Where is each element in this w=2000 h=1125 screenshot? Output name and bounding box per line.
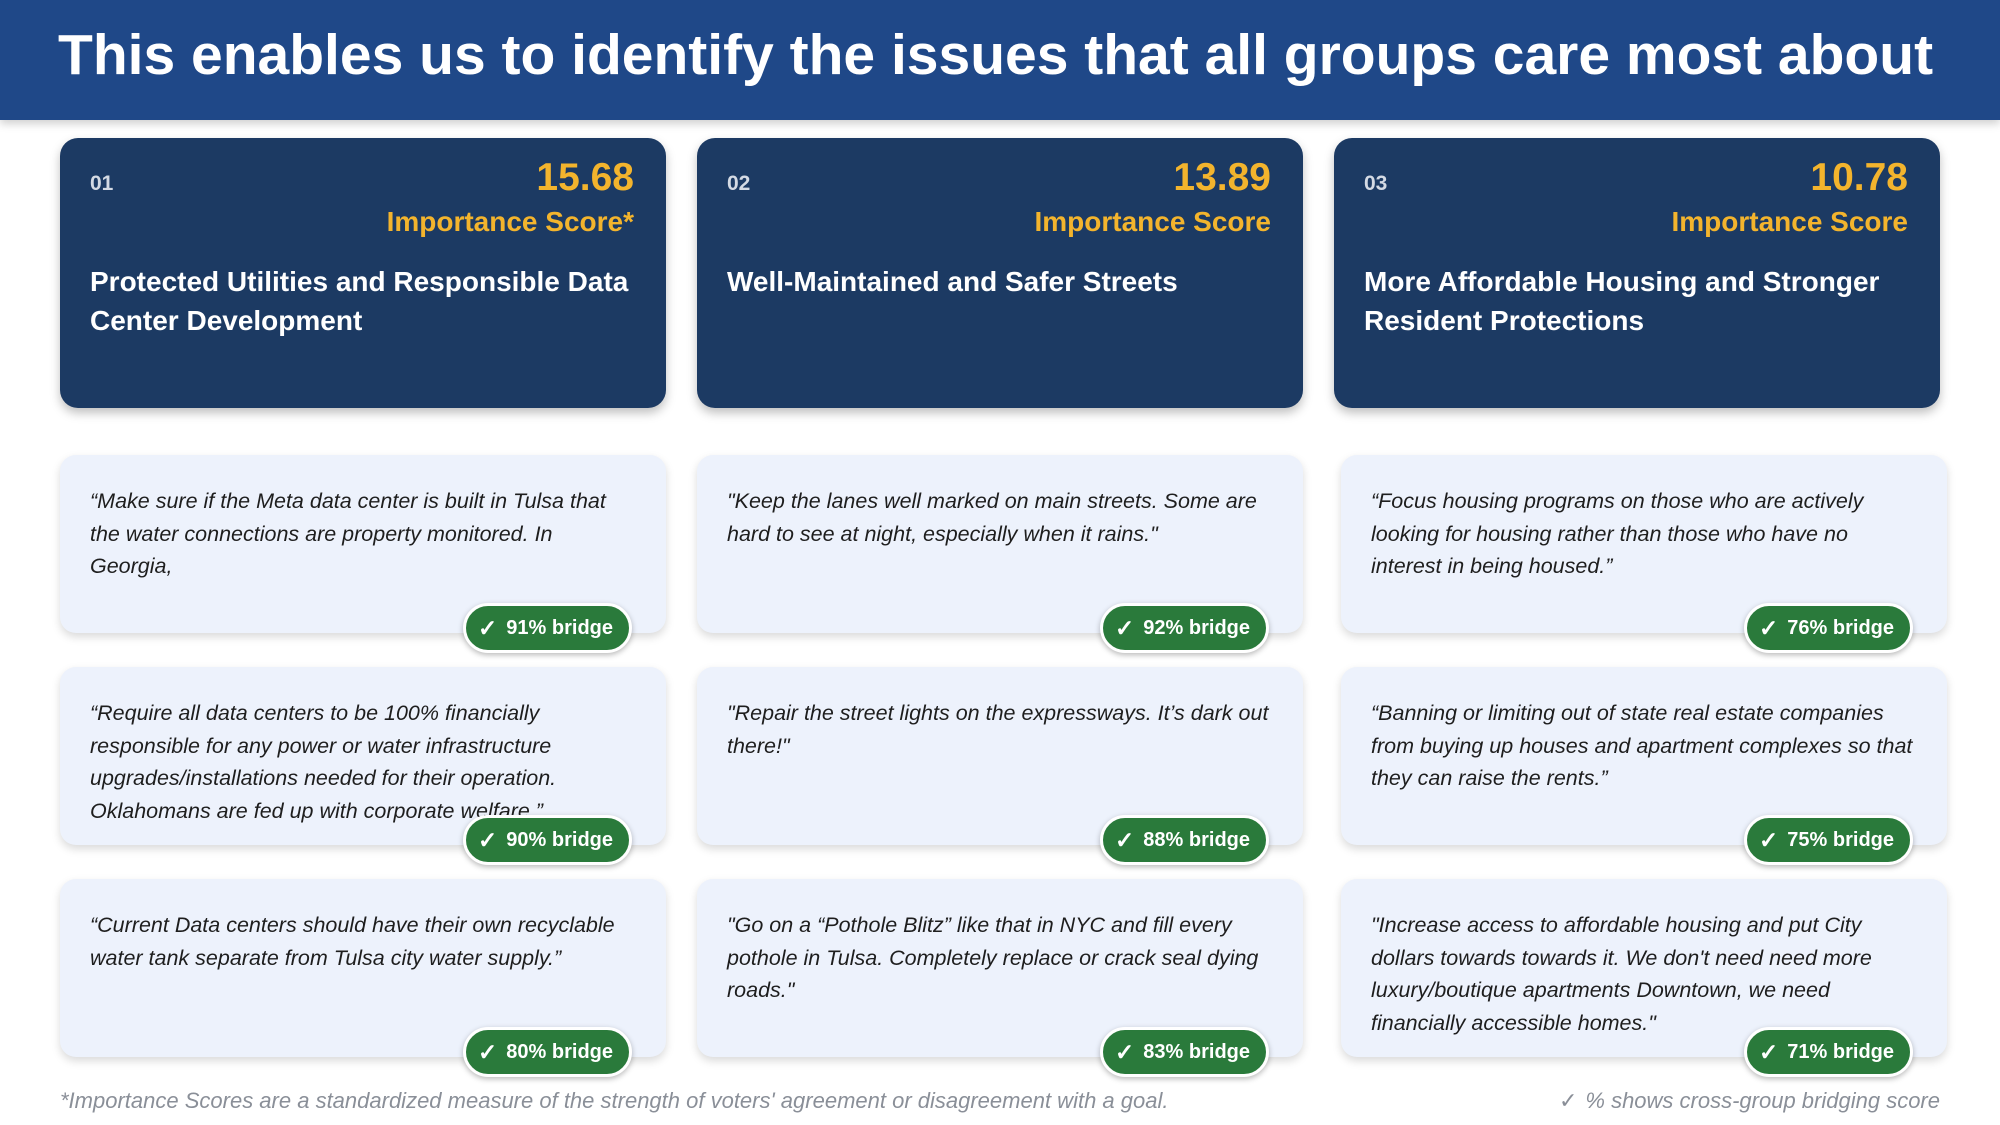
quote-text: “Require all data centers to be 100% fin… — [90, 701, 557, 823]
bridge-score-label: 76% bridge — [1787, 616, 1894, 639]
check-icon: ✓ — [478, 1038, 498, 1065]
bridge-score-badge: ✓ 76% bridge — [1744, 603, 1913, 653]
bridge-score-label: 88% bridge — [1143, 828, 1250, 851]
bridge-score-label: 75% bridge — [1787, 828, 1894, 851]
importance-score-footnote: *Importance Scores are a standardized me… — [60, 1088, 1169, 1113]
topic-number: 02 — [727, 172, 751, 195]
topic-title: Protected Utilities and Responsible Data… — [90, 266, 629, 336]
quote-text: “Current Data centers should have their … — [90, 913, 615, 970]
importance-score-label: Importance Score — [1671, 206, 1908, 237]
bridge-score-badge: ✓ 71% bridge — [1744, 1027, 1913, 1077]
bridge-score-badge: ✓ 91% bridge — [463, 603, 632, 653]
quote-card: “Focus housing programs on those who are… — [1341, 455, 1947, 653]
importance-score-value: 15.68 — [536, 156, 634, 199]
bridging-score-legend: ✓ % shows cross-group bridging score — [1559, 1088, 1940, 1114]
bridge-score-badge: ✓ 90% bridge — [463, 815, 632, 865]
quote-text: “Make sure if the Meta data center is bu… — [90, 489, 606, 578]
quote-text: "Repair the street lights on the express… — [727, 701, 1269, 758]
check-icon: ✓ — [1115, 1038, 1135, 1065]
check-icon: ✓ — [478, 614, 498, 641]
quote-card: "Keep the lanes well marked on main stre… — [697, 455, 1303, 653]
topic-card-02: 02 13.89 Importance Score Well-Maintaine… — [697, 138, 1303, 408]
bridging-legend-text: % shows cross-group bridging score — [1585, 1088, 1940, 1113]
check-icon: ✓ — [1115, 826, 1135, 853]
quote-text: “Focus housing programs on those who are… — [1371, 489, 1864, 578]
page-title: This enables us to identify the issues t… — [58, 23, 1934, 87]
bridge-score-badge: ✓ 75% bridge — [1744, 815, 1913, 865]
quote-card: "Go on a “Pothole Blitz” like that in NY… — [697, 879, 1303, 1077]
quote-text: "Increase access to affordable housing a… — [1371, 913, 1872, 1035]
quote-card: "Increase access to affordable housing a… — [1341, 879, 1947, 1077]
topic-card-01: 01 15.68 Importance Score* Protected Uti… — [60, 138, 666, 408]
topic-title: More Affordable Housing and Stronger Res… — [1364, 266, 1880, 336]
topic-card-03: 03 10.78 Importance Score More Affordabl… — [1334, 138, 1940, 408]
quote-card: “Banning or limiting out of state real e… — [1341, 667, 1947, 865]
quote-card: “Current Data centers should have their … — [60, 879, 666, 1077]
quote-text: "Keep the lanes well marked on main stre… — [727, 489, 1257, 546]
importance-score-value: 13.89 — [1173, 156, 1271, 199]
bridge-score-label: 91% bridge — [506, 616, 613, 639]
bridge-score-label: 90% bridge — [506, 828, 613, 851]
topic-title: Well-Maintained and Safer Streets — [727, 266, 1178, 297]
quote-card: "Repair the street lights on the express… — [697, 667, 1303, 865]
check-icon: ✓ — [1759, 614, 1779, 641]
check-icon: ✓ — [1759, 826, 1779, 853]
quote-text: "Go on a “Pothole Blitz” like that in NY… — [727, 913, 1259, 1002]
quote-card: “Make sure if the Meta data center is bu… — [60, 455, 666, 653]
bridge-score-label: 92% bridge — [1143, 616, 1250, 639]
bridge-score-label: 80% bridge — [506, 1040, 613, 1063]
bridge-score-badge: ✓ 83% bridge — [1100, 1027, 1269, 1077]
bridge-score-badge: ✓ 92% bridge — [1100, 603, 1269, 653]
importance-score-label: Importance Score* — [386, 206, 634, 237]
importance-score-value: 10.78 — [1810, 156, 1908, 199]
bridge-score-badge: ✓ 80% bridge — [463, 1027, 632, 1077]
topic-number: 01 — [90, 172, 114, 195]
check-icon: ✓ — [478, 826, 498, 853]
bridge-score-badge: ✓ 88% bridge — [1100, 815, 1269, 865]
header-bar: This enables us to identify the issues t… — [0, 0, 2000, 120]
check-icon: ✓ — [1115, 614, 1135, 641]
topic-number: 03 — [1364, 172, 1388, 195]
check-icon: ✓ — [1759, 1038, 1779, 1065]
quote-card: “Require all data centers to be 100% fin… — [60, 667, 666, 865]
quote-text: “Banning or limiting out of state real e… — [1371, 701, 1913, 790]
check-icon: ✓ — [1558, 1088, 1578, 1113]
bridge-score-label: 71% bridge — [1787, 1040, 1894, 1063]
bridge-score-label: 83% bridge — [1143, 1040, 1250, 1063]
importance-score-label: Importance Score — [1034, 206, 1271, 237]
